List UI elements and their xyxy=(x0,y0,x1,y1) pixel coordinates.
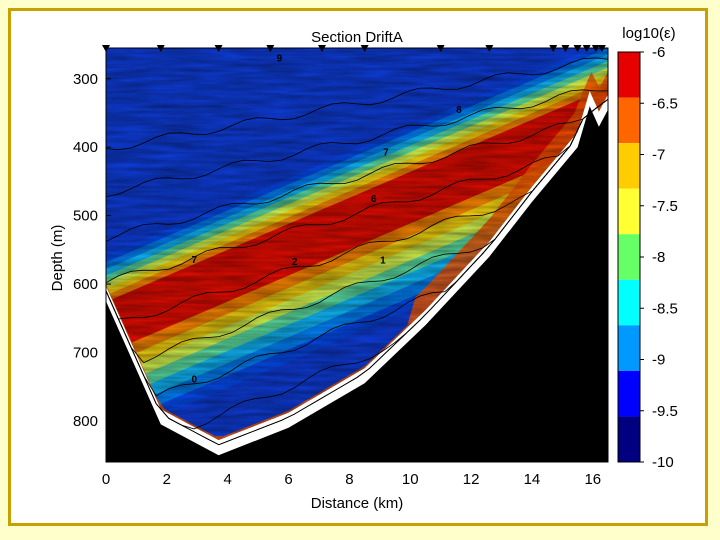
colorbar-tick-label: -10 xyxy=(652,454,674,471)
colorbar-segment xyxy=(618,52,640,98)
x-tick-label: 2 xyxy=(163,471,171,488)
x-tick-label: 10 xyxy=(402,471,419,488)
colorbar-tick-label: -7 xyxy=(652,147,665,164)
station-marker xyxy=(436,45,445,52)
colorbar-segment xyxy=(618,143,640,189)
station-marker xyxy=(102,45,110,52)
y-axis-label: Depth (m) xyxy=(49,225,66,292)
colorbar-segment xyxy=(618,370,640,417)
colorbar-tick-label: -9.5 xyxy=(652,403,678,420)
station-marker xyxy=(214,45,223,52)
plot-frame xyxy=(105,47,609,463)
station-marker xyxy=(582,45,591,52)
contour-label: 9 xyxy=(277,54,283,65)
colorbar-tick-label: -7.5 xyxy=(652,198,678,215)
contour-line xyxy=(106,89,608,197)
x-tick-label: 16 xyxy=(584,471,601,488)
station-marker xyxy=(360,45,369,52)
station-marker xyxy=(318,45,327,52)
contour-label: 8 xyxy=(456,105,462,116)
station-marker xyxy=(266,45,275,52)
density-contours xyxy=(106,57,608,446)
y-tick-label: 500 xyxy=(73,208,98,225)
colorbar-segment xyxy=(618,234,640,280)
station-markers xyxy=(102,45,606,52)
x-tick-label: 4 xyxy=(224,471,232,488)
y-tick-label: 400 xyxy=(73,139,98,156)
contour-label: 7 xyxy=(383,147,389,158)
colorbar-segment xyxy=(618,325,640,371)
colorbar-tick-label: -6 xyxy=(652,44,665,61)
no-data-gap xyxy=(106,91,608,458)
station-marker xyxy=(573,45,582,52)
colorbar-tick-label: -8.5 xyxy=(652,300,678,317)
contour-line xyxy=(106,98,608,320)
seafloor xyxy=(106,106,608,462)
station-marker xyxy=(549,45,558,52)
colorbar-segment xyxy=(618,188,640,235)
x-tick-label: 6 xyxy=(284,471,292,488)
station-marker xyxy=(485,45,494,52)
colorbar: -6 -6.5 -7 -7.5 -8 -8.5 -9 -9.5 -10 xyxy=(617,44,678,471)
contour-label: 2 xyxy=(292,257,298,268)
colorbar-tick-label: -8 xyxy=(652,249,665,266)
y-tick-label: 300 xyxy=(73,71,98,88)
x-axis-label: Distance (km) xyxy=(311,495,404,512)
y-tick-label: 700 xyxy=(73,345,98,362)
contour-label: 1 xyxy=(380,256,386,267)
contour-label: 6 xyxy=(371,194,377,205)
colorbar-tick-label: -9 xyxy=(652,352,665,369)
colorbar-label: log10(ε) xyxy=(622,25,675,42)
colorbar-segment xyxy=(618,97,640,144)
x-tick-label: 0 xyxy=(102,471,110,488)
station-marker xyxy=(597,45,606,52)
chart-title: Section DriftA xyxy=(311,29,403,46)
x-tick-label: 12 xyxy=(463,471,480,488)
y-tick-label: 600 xyxy=(73,276,98,293)
contour-line xyxy=(106,98,608,284)
colorbar-segment xyxy=(618,279,640,326)
x-axis: 0 2 4 6 8 10 12 14 16 xyxy=(102,457,601,488)
x-tick-label: 14 xyxy=(524,471,541,488)
contour-line xyxy=(106,98,608,242)
colorbar-tick-label: -6.5 xyxy=(652,95,678,112)
x-tick-label: 8 xyxy=(345,471,353,488)
station-marker xyxy=(156,45,165,52)
y-tick-label: 800 xyxy=(73,413,98,430)
colorbar-segment xyxy=(618,416,640,462)
contour-label: 0 xyxy=(191,375,197,386)
contour-line xyxy=(106,57,608,151)
contour-labels: 9 8 7 6 7 2 1 0 xyxy=(191,54,462,386)
y-axis: 300 400 500 600 700 800 xyxy=(73,71,111,430)
station-marker xyxy=(561,45,570,52)
contour-line xyxy=(106,98,608,446)
station-marker xyxy=(591,45,600,52)
contour-label: 7 xyxy=(191,255,197,266)
